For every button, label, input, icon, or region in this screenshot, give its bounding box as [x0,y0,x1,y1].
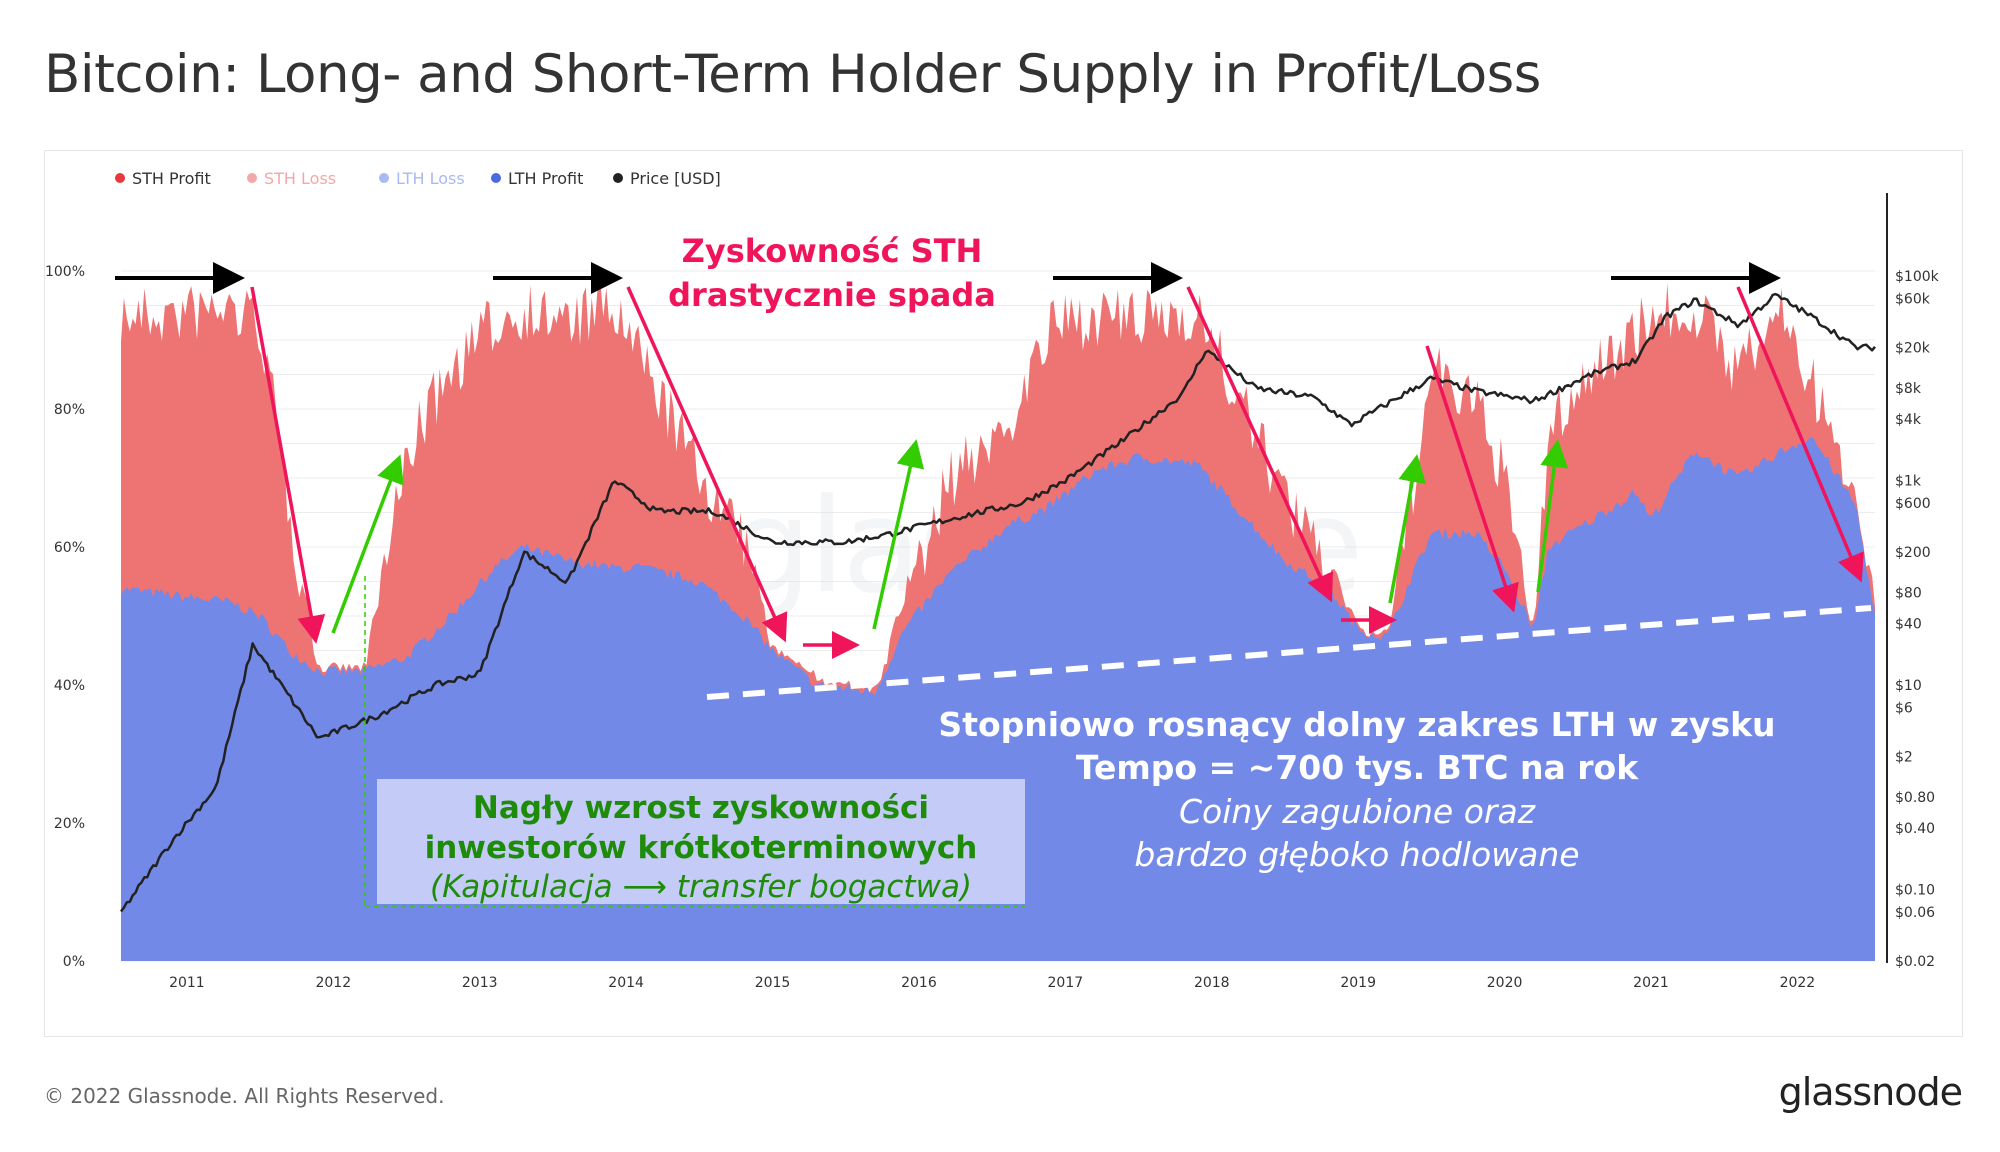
x-tick-label: 2017 [1048,975,1084,991]
red-arrow [626,286,788,643]
y2-tick-label: $1k [1895,474,1922,490]
y2-tick-label: $200 [1895,545,1931,561]
y2-tick-label: $600 [1895,496,1931,512]
annotation-arrows [115,262,1872,907]
y2-tick-label: $80 [1895,586,1922,602]
y2-tick-label: $60k [1895,292,1931,308]
y2-tick-label: $0.40 [1895,821,1935,837]
x-tick-label: 2012 [315,975,351,991]
chart-frame: STH Profit STH Loss LTH Loss LTH Profit Pric… [44,150,1963,1037]
copyright: © 2022 Glassnode. All Rights Reserved. [44,1084,445,1108]
annotation-labels: Zyskowność STH drastycznie spada Stopniowo… [377,232,1776,905]
legend-item: STH Profit [115,169,211,188]
y-tick-label: 60% [54,540,85,556]
y2-tick-label: $0.06 [1895,905,1935,921]
y-axis-left: 0% 20% 40% 60% 80% 100% [45,264,85,970]
y2-tick-label: $2 [1895,749,1913,765]
y2-tick-label: $0.80 [1895,790,1935,806]
x-tick-label: 2022 [1780,975,1816,991]
x-tick-label: 2011 [169,975,205,991]
annotation-sth-surge: (Kapitulacja ⟶ transfer bogactwa) [430,869,972,905]
green-arrow [331,454,404,634]
y2-tick-label: $0.10 [1895,883,1935,899]
annotation-lth-floor: Tempo = ~700 tys. BTC na rok [1076,748,1639,787]
annotation-lth-floor: Coiny zagubione oraz [1179,792,1536,831]
y-tick-label: 100% [45,264,85,280]
y2-tick-label: $100k [1895,269,1940,285]
legend-label: LTH Profit [508,169,583,188]
x-tick-label: 2013 [462,975,498,991]
x-tick-label: 2019 [1340,975,1376,991]
x-tick-label: 2021 [1633,975,1669,991]
annotation-sth-surge: Nagły wzrost zyskowności [473,790,929,826]
legend-label: STH Loss [264,169,336,188]
y2-tick-label: $6 [1895,701,1913,717]
green-arrow [1388,454,1426,604]
chart-svg: STH Profit STH Loss LTH Loss LTH Profit Pric… [45,169,1940,991]
lth-floor-line [706,605,1872,700]
y2-tick-label: $20k [1895,340,1931,356]
chart-legend: STH Profit STH Loss LTH Loss LTH Profit Pric… [115,169,721,188]
y2-tick-label: $4k [1895,412,1922,428]
annotation-lth-floor: Stopniowo rosnący dolny zakres LTH w zys… [938,705,1775,744]
legend-item: Price [USD] [613,169,721,188]
y-tick-label: 40% [54,678,85,694]
y2-tick-label: $8k [1895,381,1922,397]
legend-label: Price [USD] [630,169,721,188]
annotation-sth-surge: inwestorów krótkoterminowych [425,830,978,866]
price-line [119,292,1876,913]
y2-tick-label: $10 [1895,678,1922,694]
legend-label: LTH Loss [396,169,465,188]
annotation-sth-drop: Zyskowność STH [682,232,983,270]
page-title: Bitcoin: Long- and Short-Term Holder Sup… [44,44,1541,105]
red-arrow [1425,345,1519,613]
red-arrow [250,286,326,644]
y-tick-label: 80% [54,402,85,418]
annotation-sth-drop: drastycznie spada [668,276,996,314]
brand-logo: glassnode [1778,1070,1963,1114]
y2-tick-label: $40 [1895,616,1922,632]
y-tick-label: 20% [54,816,85,832]
green-arrow [872,439,925,630]
annotation-lth-floor: bardzo głęboko hodlowane [1134,835,1579,874]
x-tick-label: 2016 [901,975,937,991]
x-tick-label: 2014 [608,975,644,991]
x-axis: 2011 2012 2013 2014 2015 2016 2017 2018 2019 2020… [169,975,1815,991]
red-arrow [1186,286,1334,603]
legend-dot [613,173,623,183]
red-arrow [1736,286,1864,583]
legend-item: LTH Loss [379,169,465,188]
x-tick-label: 2018 [1194,975,1230,991]
legend-item: LTH Profit [491,169,583,188]
legend-item: STH Loss [247,169,336,188]
y-axis-right: $100k $60k $20k $8k $4k $1k $600 $200 $80 $40 $10 $… [1886,193,1940,970]
x-tick-label: 2020 [1487,975,1523,991]
x-tick-label: 2015 [755,975,791,991]
y2-tick-label: $0.02 [1895,954,1935,970]
green-arrow [1536,439,1569,593]
annotation-box [377,779,1025,904]
legend-dot [247,173,257,183]
legend-dot [115,173,125,183]
legend-dot [379,173,389,183]
legend-label: STH Profit [132,169,211,188]
legend-dot [491,173,501,183]
y-tick-label: 0% [63,954,85,970]
